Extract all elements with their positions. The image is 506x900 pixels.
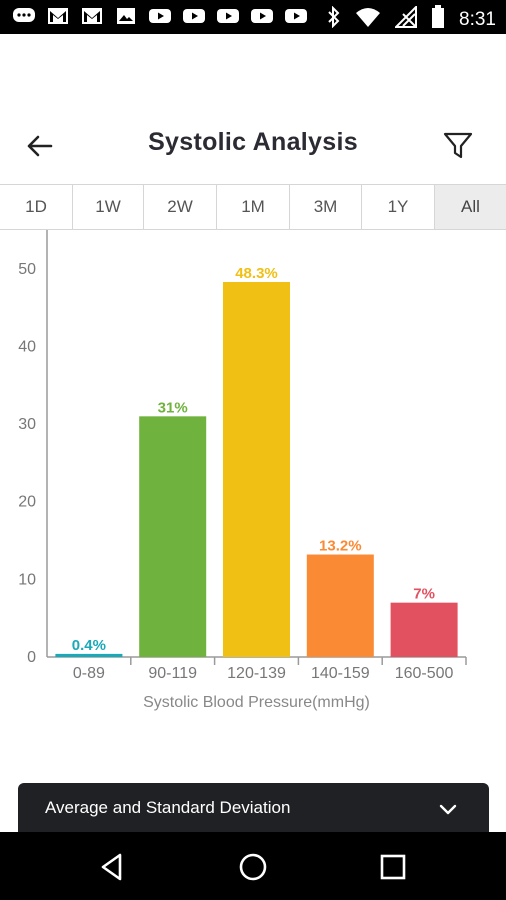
photo-icon <box>114 6 138 26</box>
app-header: Systolic Analysis <box>0 120 506 168</box>
no-signal-icon <box>393 4 418 33</box>
bar-160-500[interactable] <box>390 602 458 657</box>
tab-3m[interactable]: 3M <box>290 185 362 229</box>
chat-icon <box>12 6 36 26</box>
x-axis-title: Systolic Blood Pressure(mmHg) <box>143 694 370 711</box>
x-tick-label: 140-159 <box>311 665 370 682</box>
gmail-icon <box>80 6 104 26</box>
x-tick-label: 160-500 <box>395 665 454 682</box>
navigation-bar <box>0 832 506 900</box>
back-triangle-icon <box>101 853 122 881</box>
x-tick-label: 120-139 <box>227 665 286 682</box>
youtube-icon <box>182 6 206 26</box>
bar-value-label: 13.2% <box>319 538 362 555</box>
clock-time: 8:31 <box>459 8 496 30</box>
bluetooth-icon <box>327 5 341 33</box>
page-title: Systolic Analysis <box>148 128 358 156</box>
x-tick-label: 90-119 <box>148 665 197 682</box>
bar-value-label: 7% <box>413 586 435 603</box>
y-tick-label: 10 <box>18 571 36 588</box>
chevron-down-icon <box>439 804 457 815</box>
gmail-icon <box>46 6 70 26</box>
average-std-dev-panel[interactable]: Average and Standard Deviation <box>18 783 489 838</box>
nav-recents-button[interactable] <box>376 850 410 884</box>
battery-icon <box>431 5 445 34</box>
bar-value-label: 31% <box>158 399 188 416</box>
bar-value-label: 0.4% <box>72 637 106 654</box>
filter-icon <box>443 132 473 159</box>
home-circle-icon <box>239 853 267 881</box>
nav-back-button[interactable] <box>96 850 130 884</box>
bar-90-119[interactable] <box>139 416 207 657</box>
panel-label: Average and Standard Deviation <box>45 798 291 817</box>
youtube-icon <box>250 6 274 26</box>
back-button[interactable] <box>24 130 56 162</box>
recents-square-icon <box>380 854 406 880</box>
range-tabs: 1D 1W 2W 1M 3M 1Y All <box>0 184 506 230</box>
bar-0-89[interactable] <box>55 653 123 657</box>
filter-button[interactable] <box>440 128 476 164</box>
notification-icons <box>12 6 308 26</box>
wifi-icon <box>355 6 381 33</box>
tab-1d[interactable]: 1D <box>0 185 73 229</box>
systolic-bar-chart: 0 10 20 30 40 50 0.4% 0-89 31% 90-119 48.3% 120-139… <box>18 230 467 711</box>
y-tick-label: 50 <box>18 261 36 278</box>
y-tick-label: 40 <box>18 338 36 355</box>
bar-value-label: 48.3% <box>235 265 278 282</box>
y-tick-label: 30 <box>18 416 36 433</box>
tab-2w[interactable]: 2W <box>144 185 217 229</box>
bar-140-159[interactable] <box>306 554 374 657</box>
youtube-icon <box>216 6 240 26</box>
tab-1m[interactable]: 1M <box>217 185 290 229</box>
tab-1y[interactable]: 1Y <box>362 185 435 229</box>
nav-home-button[interactable] <box>236 850 270 884</box>
x-tick-label: 0-89 <box>73 665 105 682</box>
youtube-icon <box>148 6 172 26</box>
status-bar: 8:31 <box>0 0 506 34</box>
arrow-left-icon <box>27 135 53 157</box>
bar-120-139[interactable] <box>223 282 290 657</box>
youtube-icon <box>284 6 308 26</box>
tab-all[interactable]: All <box>435 185 506 229</box>
y-tick-label: 0 <box>27 649 36 666</box>
system-icons: 8:31 <box>327 4 496 34</box>
tab-1w[interactable]: 1W <box>73 185 144 229</box>
y-tick-label: 20 <box>18 494 36 511</box>
